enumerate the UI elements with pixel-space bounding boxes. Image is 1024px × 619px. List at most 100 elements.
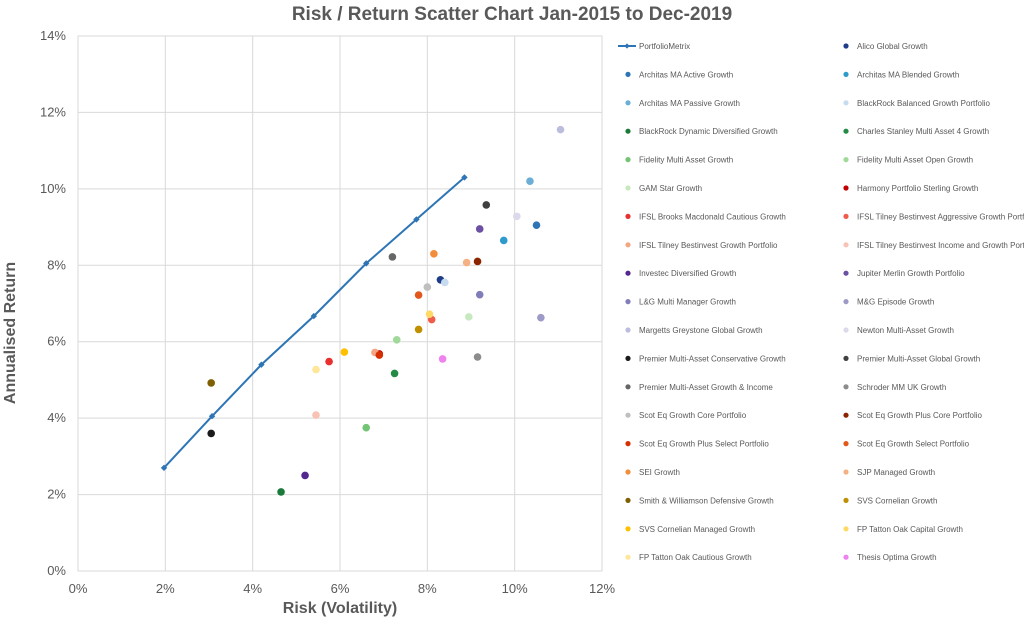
legend-label: Fidelity Multi Asset Open Growth	[857, 156, 973, 165]
legend-marker	[625, 185, 631, 191]
legend-label: GAM Star Growth	[639, 184, 702, 193]
legend-marker	[843, 128, 849, 134]
portfoliometrix-line	[163, 176, 466, 469]
data-point: M&G Episode Growth	[537, 313, 545, 322]
data-point: Premier Multi-Asset Growth & Income	[388, 253, 397, 261]
y-axis-title: Annualised Return	[2, 262, 19, 404]
legend-marker	[843, 384, 849, 390]
legend-label: Schroder MM UK Growth	[857, 383, 946, 392]
data-point: Charles Stanley Multi Asset 4 Growth	[390, 369, 399, 378]
portfoliometrix-marker	[363, 260, 370, 267]
legend-marker	[843, 469, 849, 475]
legend-label: Margetts Greystone Global Growth	[639, 326, 763, 335]
legend-marker	[843, 526, 849, 532]
legend-marker	[625, 526, 631, 532]
x-tick-label: 10%	[502, 581, 528, 596]
data-point: Margetts Greystone Global Growth	[556, 125, 565, 134]
data-point: Jupiter Merlin Growth Portfolio	[475, 225, 484, 233]
legend-marker	[625, 441, 631, 447]
portfoliometrix-series	[160, 174, 468, 472]
legend: PortfolioMetrix Alico Global Growth Archit…	[618, 42, 1024, 562]
legend-marker	[625, 299, 631, 305]
data-point: GAM Star Growth	[465, 313, 473, 321]
portfoliometrix-marker	[310, 312, 317, 320]
x-tick-label: 6%	[331, 581, 350, 596]
legend-label: Charles Stanley Multi Asset 4 Growth	[857, 127, 989, 136]
gridlines	[77, 35, 603, 572]
portfoliometrix-marker	[461, 174, 468, 181]
legend-label: Scot Eq Growth Core Portfolio	[639, 411, 747, 420]
legend-label: SJP Managed Growth	[857, 468, 935, 477]
legend-marker	[843, 213, 849, 219]
legend-marker	[843, 270, 849, 276]
legend-label: M&G Episode Growth	[857, 298, 934, 307]
x-axis-title: Risk (Volatility)	[283, 600, 397, 617]
data-point: SVS Cornelian Growth	[414, 325, 423, 334]
data-point: SVS Cornelian Managed Growth	[340, 348, 349, 356]
y-axis: 0% 2% 4% 6% 8% 10% 12% 14%	[40, 28, 66, 578]
data-point: Schroder MM UK Growth	[473, 353, 482, 361]
data-point: Investec Diversified Growth	[301, 471, 309, 480]
legend-label: IFSL Tilney Bestinvest Aggressive Growth…	[857, 212, 1024, 221]
legend-label: Premier Multi-Asset Conservative Growth	[639, 354, 786, 363]
plot-frame	[77, 35, 603, 572]
legend-label: Scot Eq Growth Plus Select Portfolio	[639, 440, 769, 449]
legend-marker	[625, 469, 631, 475]
legend-marker	[843, 441, 849, 447]
y-tick-label: 14%	[40, 28, 66, 43]
y-tick-label: 6%	[47, 334, 66, 349]
legend-label: Jupiter Merlin Growth Portfolio	[857, 269, 965, 278]
data-point: Scot Eq Growth Plus Select Portfolio	[375, 351, 384, 359]
legend-label: SEI Growth	[639, 468, 680, 477]
legend-marker	[625, 157, 631, 163]
legend-label: FP Tatton Oak Capital Growth	[857, 525, 963, 534]
legend-label: BlackRock Balanced Growth Portfolio	[857, 99, 991, 108]
data-point: FP Tatton Oak Cautious Growth	[312, 365, 320, 374]
legend-label: Architas MA Active Growth	[639, 70, 733, 79]
legend-label: Harmony Portfolio Sterling Growth	[857, 184, 978, 193]
data-point: BlackRock Dynamic Diversified Growth	[277, 488, 285, 496]
data-point: IFSL Brooks Macdonald Cautious Growth	[325, 357, 333, 366]
data-point: SJP Managed Growth	[462, 258, 471, 267]
data-point: Thesis Optima Growth	[438, 355, 447, 363]
data-point: BlackRock Balanced Growth Portfolio	[441, 278, 449, 287]
legend-label: Scot Eq Growth Plus Core Portfolio	[857, 411, 982, 420]
data-point: Scot Eq Growth Select Portfolio	[414, 291, 423, 299]
legend-label: Fidelity Multi Asset Growth	[639, 156, 733, 165]
legend-label: Alico Global Growth	[857, 42, 928, 51]
legend-marker	[843, 327, 849, 333]
data-point: SEI Growth	[430, 250, 438, 258]
legend-marker	[625, 554, 631, 560]
legend-label: Smith & Williamson Defensive Growth	[639, 496, 774, 505]
legend-marker	[843, 299, 849, 305]
legend-label: IFSL Tilney Bestinvest Income and Growth…	[857, 241, 1024, 250]
legend-marker	[843, 242, 849, 248]
x-tick-label: 4%	[243, 581, 262, 596]
legend-label: PortfolioMetrix	[639, 42, 690, 51]
x-tick-label: 8%	[418, 581, 437, 596]
legend-marker	[625, 71, 631, 77]
y-tick-label: 12%	[40, 104, 66, 119]
legend-marker	[843, 412, 849, 418]
legend-marker	[625, 412, 631, 418]
legend-marker	[625, 128, 631, 134]
chart-title: Risk / Return Scatter Chart Jan-2015 to …	[292, 4, 732, 25]
x-tick-label: 0%	[69, 581, 88, 596]
legend-marker	[843, 43, 849, 49]
x-axis: 0% 2% 4% 6% 8% 10% 12%	[69, 581, 616, 596]
legend-marker	[843, 355, 849, 361]
y-tick-label: 10%	[40, 181, 66, 196]
legend-marker	[843, 497, 849, 503]
legend-marker	[625, 355, 631, 361]
legend-marker	[843, 157, 849, 163]
data-point: Premier Multi-Asset Global Growth	[482, 201, 491, 209]
legend-diamond-marker	[624, 43, 630, 49]
y-tick-label: 4%	[47, 410, 66, 425]
legend-label: Thesis Optima Growth	[857, 553, 937, 562]
portfoliometrix-marker	[258, 361, 265, 368]
legend-marker	[843, 185, 849, 191]
legend-marker	[625, 100, 631, 106]
legend-marker	[843, 71, 849, 77]
